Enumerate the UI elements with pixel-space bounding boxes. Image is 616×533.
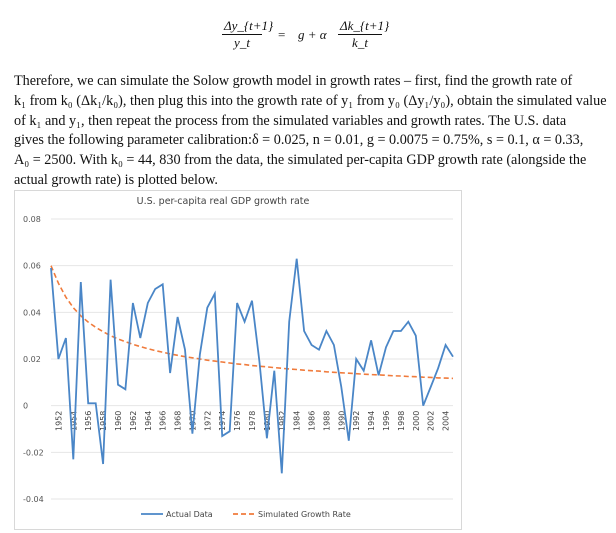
x-tick-label: 1974: [218, 411, 227, 431]
series-layer: [50, 258, 454, 474]
grid-layer: [51, 218, 453, 500]
x-tick-label: 1996: [382, 411, 391, 431]
chart-title: U.S. per-capita real GDP growth rate: [137, 196, 310, 207]
x-tick-label: 1980: [263, 411, 272, 431]
equals-sign: =: [278, 27, 286, 42]
paragraph-line: k₁ from k₀ (Δk₁/k₀), then plug this into…: [14, 92, 607, 109]
actual-series-line: [50, 258, 454, 474]
paragraph-line: of k₁ and y₁, then repeat the process fr…: [14, 112, 567, 129]
y-tick-label: -0.02: [23, 448, 44, 457]
x-tick-label: 1952: [54, 411, 63, 431]
x-tick-label: 2000: [412, 411, 421, 431]
y-axis: 0.08 0.06 0.04 0.02 0 -0.02 -0.04: [23, 215, 44, 504]
chart-frame: U.S. per-capita real GDP growth rate 0.0…: [14, 190, 462, 530]
body-paragraph: Therefore, we can simulate the Solow gro…: [14, 72, 607, 191]
x-tick-label: 1988: [322, 411, 331, 431]
x-tick-label: 1960: [114, 411, 123, 431]
x-tick-label: 1972: [203, 411, 212, 431]
x-tick-label: 2002: [427, 411, 436, 431]
x-tick-label: 1976: [233, 411, 242, 431]
x-tick-label: 1954: [69, 411, 78, 431]
x-axis: 1952 1954 1956 1958 1960 1962 1964 1966 1968 1970…: [54, 411, 450, 431]
y-tick-label: 0: [23, 402, 28, 411]
x-tick-label: 1966: [159, 411, 168, 431]
y-tick-label: 0.08: [23, 215, 41, 224]
growth-rate-chart: U.S. per-capita real GDP growth rate 0.0…: [23, 196, 454, 519]
paragraph-line: A₀ = 2500. With k₀ = 44, 830 from the da…: [14, 152, 587, 169]
x-tick-label: 1998: [397, 411, 406, 431]
x-tick-label: 1994: [367, 411, 376, 431]
legend-label: Actual Data: [166, 510, 213, 519]
x-tick-label: 1968: [174, 411, 183, 431]
x-tick-label: 2004: [442, 411, 451, 431]
legend-label: Simulated Growth Rate: [258, 510, 351, 519]
x-tick-label: 1956: [84, 411, 93, 431]
lhs-fraction: Δy_{t+1} y_t: [222, 18, 274, 51]
y-tick-label: 0.04: [23, 308, 41, 317]
x-tick-label: 1964: [144, 411, 153, 431]
x-tick-label: 1990: [337, 411, 346, 431]
y-tick-label: 0.06: [23, 262, 41, 271]
x-tick-label: 1984: [293, 411, 302, 431]
x-tick-label: 1958: [99, 411, 108, 431]
rhs-term: g + α: [298, 27, 327, 42]
x-tick-label: 1962: [129, 411, 138, 431]
rhs-numerator: Δk_{t+1}: [338, 18, 390, 35]
x-tick-label: 1978: [248, 411, 257, 431]
x-tick-label: 1992: [352, 411, 361, 431]
y-tick-label: 0.02: [23, 355, 41, 364]
x-tick-label: 1986: [308, 411, 317, 431]
lhs-denominator: y_t: [234, 35, 250, 50]
paragraph-line: Therefore, we can simulate the Solow gro…: [14, 73, 573, 89]
paragraph-line: actual growth rate) is plotted below.: [14, 171, 218, 188]
rhs-denominator: k_t: [352, 35, 368, 50]
lhs-numerator: Δy_{t+1}: [222, 18, 274, 35]
paragraph-line: gives the following parameter calibratio…: [14, 132, 584, 149]
rhs-fraction: Δk_{t+1} k_t: [338, 18, 390, 51]
y-tick-label: -0.04: [23, 495, 44, 504]
legend: Actual Data Simulated Growth Rate: [141, 510, 351, 519]
x-tick-label: 1982: [278, 411, 287, 431]
growth-equation: Δy_{t+1} y_t = g + α Δk_{t+1} k_t: [222, 18, 402, 58]
